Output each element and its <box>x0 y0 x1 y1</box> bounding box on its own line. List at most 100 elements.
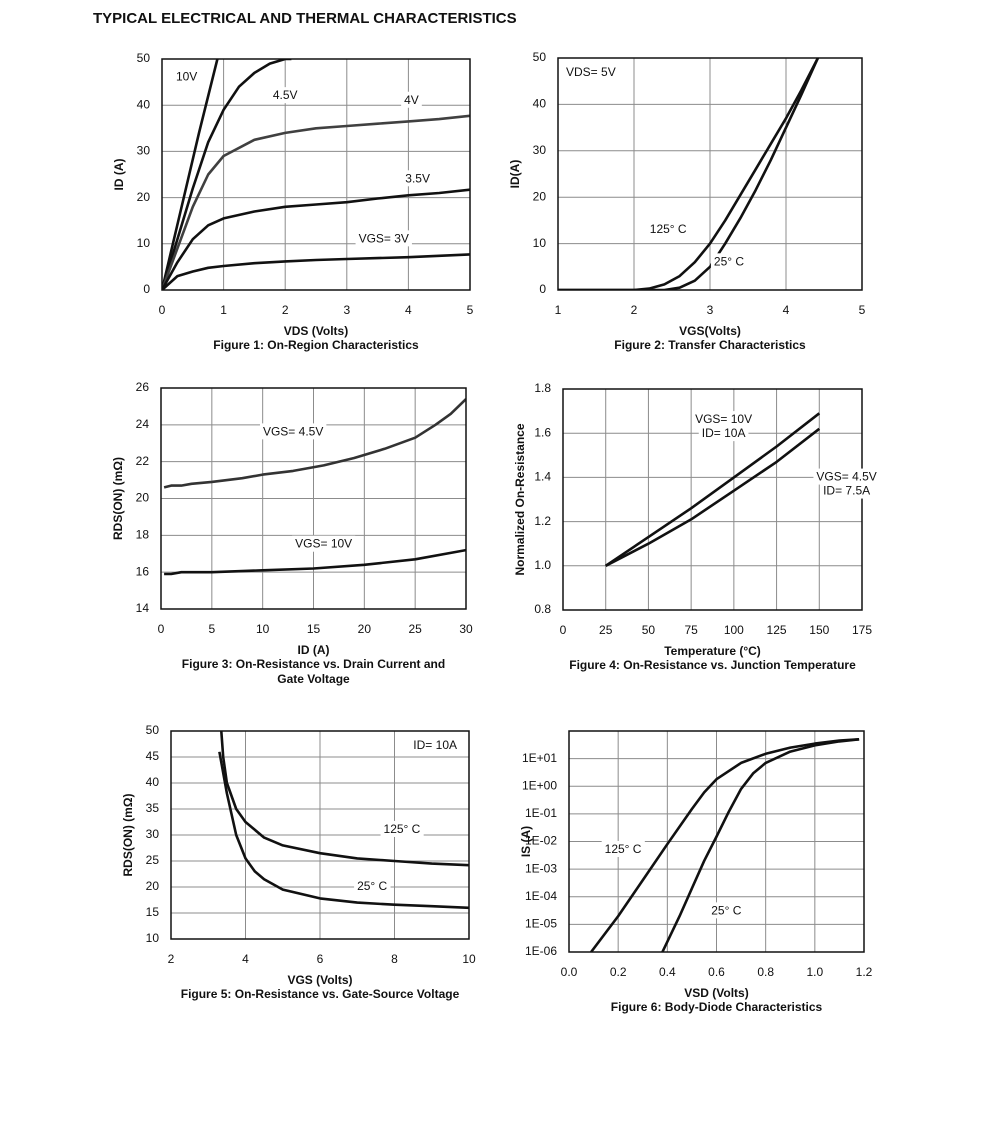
x-axis-title: ID (A) <box>298 643 330 657</box>
x-tick-label: 6 <box>317 952 324 966</box>
x-tick-label: 1.0 <box>806 965 823 979</box>
label-background <box>355 230 412 247</box>
y-tick-label: 1.2 <box>534 514 551 528</box>
x-tick-label: 2 <box>168 952 175 966</box>
curve-label: 10V <box>176 70 197 84</box>
label-background <box>269 87 301 104</box>
y-tick-label: 30 <box>533 143 547 157</box>
figure-caption: Gate Voltage <box>277 672 350 686</box>
x-tick-label: 50 <box>642 623 656 637</box>
curve-label: 25° C <box>714 254 744 268</box>
x-tick-label: 0.8 <box>757 965 774 979</box>
y-tick-label: 22 <box>136 454 150 468</box>
y-tick-label: 30 <box>146 827 160 841</box>
y-tick-label: 1E-05 <box>525 917 557 931</box>
x-axis-title: Temperature (°C) <box>664 644 761 658</box>
y-tick-label: 1.8 <box>534 381 551 395</box>
y-tick-label: 26 <box>136 380 150 394</box>
figure-caption: Figure 3: On-Resistance vs. Drain Curren… <box>182 657 445 671</box>
label-background <box>354 878 391 895</box>
y-tick-label: 14 <box>136 601 150 615</box>
curve <box>162 114 470 290</box>
curve <box>558 58 820 290</box>
label-background <box>820 482 874 499</box>
x-tick-label: 2 <box>631 303 638 317</box>
label-background <box>401 91 422 108</box>
y-tick-label: 10 <box>533 236 547 250</box>
x-tick-label: 175 <box>852 623 872 637</box>
y-tick-label: 35 <box>146 801 160 815</box>
curve-label: 125° C <box>650 222 687 236</box>
y-tick-label: 25 <box>146 853 160 867</box>
y-axis-title: Normalized On-Resistance <box>513 423 527 575</box>
label-background <box>380 820 424 837</box>
y-tick-label: 1E-04 <box>525 889 557 903</box>
curve-label: ID= 7.5A <box>823 484 870 498</box>
label-background <box>563 64 619 81</box>
curve <box>604 412 821 567</box>
curve <box>605 427 821 567</box>
x-tick-label: 0 <box>159 303 166 317</box>
curve-label: 125° C <box>605 842 642 856</box>
x-tick-label: 0.4 <box>659 965 676 979</box>
x-tick-label: 8 <box>391 952 398 966</box>
y-tick-label: 16 <box>136 564 150 578</box>
y-tick-label: 30 <box>137 144 151 158</box>
curve <box>590 738 860 952</box>
plot-border <box>562 388 863 611</box>
label-background <box>259 423 327 440</box>
curve-label: VGS= 4.5V <box>816 470 876 484</box>
x-tick-label: 0.2 <box>610 965 627 979</box>
curve-label: 25° C <box>357 879 387 893</box>
y-tick-label: 45 <box>146 749 160 763</box>
label-background <box>708 902 745 919</box>
label-background <box>646 220 690 237</box>
y-tick-label: 40 <box>533 97 547 111</box>
label-background <box>601 840 645 857</box>
label-background <box>698 425 749 442</box>
y-tick-label: 20 <box>136 491 150 505</box>
y-tick-label: 1E-02 <box>525 834 557 848</box>
x-tick-label: 3 <box>343 303 350 317</box>
figure-caption: Figure 5: On-Resistance vs. Gate-Source … <box>181 987 460 1001</box>
x-tick-label: 1.2 <box>856 965 873 979</box>
plot-border <box>557 57 863 291</box>
chart: 0 25 50 75 100 125 150 175 0.8 1.0 1.2 1.4 1.6 1.8 VGS… <box>513 381 880 672</box>
page-title: TYPICAL ELECTRICAL AND THERMAL CHARACTER… <box>93 10 517 27</box>
chart: 0 5 10 15 20 25 30 14 16 18 20 22 24 26 VGS= 4.5V VGS= … <box>111 380 473 686</box>
x-axis-title: VGS(Volts) <box>679 324 741 338</box>
y-tick-label: 24 <box>136 417 150 431</box>
y-tick-label: 20 <box>137 190 151 204</box>
figure-caption: Figure 2: Transfer Characteristics <box>614 338 806 352</box>
x-tick-label: 10 <box>256 622 270 636</box>
curve <box>162 188 470 290</box>
x-tick-label: 4 <box>405 303 412 317</box>
label-background <box>813 468 880 485</box>
y-tick-label: 50 <box>137 51 151 65</box>
x-tick-label: 75 <box>684 623 698 637</box>
x-tick-label: 0.0 <box>561 965 578 979</box>
x-tick-label: 100 <box>724 623 744 637</box>
x-tick-label: 1 <box>555 303 562 317</box>
x-tick-label: 125 <box>767 623 787 637</box>
plot-border <box>160 387 467 610</box>
label-background <box>710 253 748 270</box>
y-tick-label: 40 <box>146 775 160 789</box>
x-tick-label: 1 <box>220 303 227 317</box>
x-tick-label: 3 <box>707 303 714 317</box>
x-tick-label: 20 <box>358 622 372 636</box>
y-tick-label: 40 <box>137 97 151 111</box>
chart: 0.0 0.2 0.4 0.6 0.8 1.0 1.2 1E-06 1E-05 1E-04 1E-0… <box>519 730 873 1014</box>
plot-border <box>568 730 865 953</box>
label-background <box>172 68 201 85</box>
curve-label: 3.5V <box>405 171 430 185</box>
curve-label: 4V <box>404 93 419 107</box>
curve-label: ID= 10A <box>702 426 746 440</box>
y-axis-title: RDS(ON) (mΩ) <box>121 794 135 877</box>
x-tick-label: 150 <box>809 623 829 637</box>
chart: 2 4 6 8 10 10 15 20 25 30 35 40 45 50 125° C 25° C ID= 1… <box>121 723 476 1001</box>
x-tick-label: 5 <box>467 303 474 317</box>
curve-label: VGS= 10V <box>695 412 752 426</box>
y-tick-label: 18 <box>136 528 150 542</box>
